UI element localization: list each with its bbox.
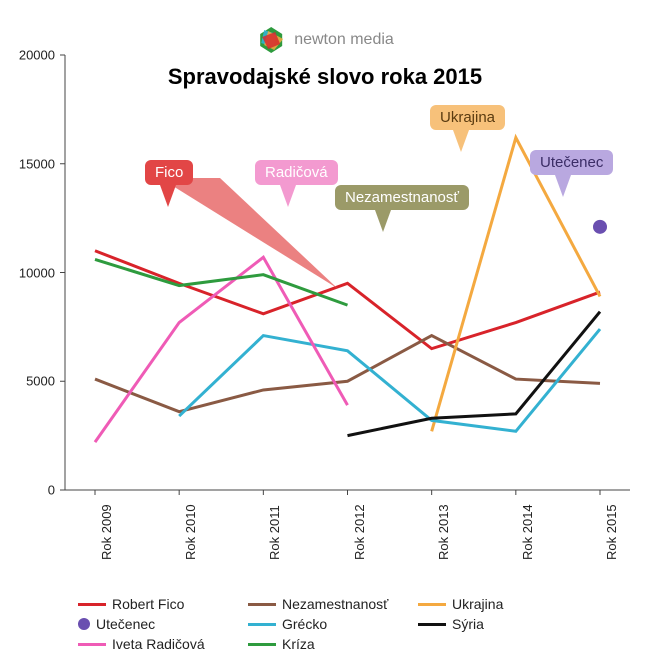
series-nezam (95, 336, 600, 412)
x-axis-label: Rok 2013 (436, 504, 451, 560)
legend-label: Sýria (452, 616, 484, 632)
legend-item-fico: Robert Fico (78, 596, 228, 612)
legend-label: Robert Fico (112, 596, 184, 612)
callout-fico: Fico (145, 160, 193, 185)
chart-container: newton media Spravodajské slovo roka 201… (0, 0, 650, 662)
legend-label: Ukrajina (452, 596, 503, 612)
legend: Robert Fico Nezamestnanosť Ukrajina Utečene… (78, 596, 630, 652)
callout-ukrajina: Ukrajina (430, 105, 505, 130)
x-axis-label: Rok 2015 (604, 504, 619, 560)
series-radicova (95, 257, 348, 442)
y-axis-label: 10000 (5, 265, 55, 280)
x-axis-label: Rok 2010 (183, 504, 198, 560)
y-axis-label: 5000 (5, 374, 55, 389)
legend-swatch (418, 623, 446, 626)
legend-item-kriza: Kríza (248, 636, 398, 652)
x-axis-label: Rok 2009 (99, 504, 114, 560)
y-axis-label: 20000 (5, 48, 55, 63)
legend-item-nezam: Nezamestnanosť (248, 596, 398, 612)
x-axis-label: Rok 2011 (267, 505, 282, 560)
legend-swatch (78, 603, 106, 606)
chart-svg (0, 0, 650, 630)
legend-label: Nezamestnanosť (282, 596, 388, 612)
fico-arrow (160, 178, 338, 288)
x-axis-label: Rok 2014 (520, 504, 535, 560)
callout-utecenec: Utečenec (530, 150, 613, 175)
y-axis-label: 0 (5, 483, 55, 498)
series-ukrajina (432, 138, 600, 432)
legend-label: Kríza (282, 636, 315, 652)
legend-label: Utečenec (96, 616, 155, 632)
callout-nezam: Nezamestnanosť (335, 185, 469, 210)
y-axis-label: 15000 (5, 156, 55, 171)
legend-label: Iveta Radičová (112, 636, 205, 652)
callout-radicova: Radičová (255, 160, 338, 185)
legend-item-radicova: Iveta Radičová (78, 636, 228, 652)
legend-item-grecko: Grécko (248, 616, 398, 632)
legend-item-utecenec: Utečenec (78, 616, 228, 632)
legend-swatch (248, 603, 276, 606)
legend-swatch (78, 618, 90, 630)
legend-swatch (418, 603, 446, 606)
legend-label: Grécko (282, 616, 327, 632)
series-utecenec (593, 220, 607, 234)
legend-swatch (78, 643, 106, 646)
legend-swatch (248, 643, 276, 646)
legend-item-syria: Sýria (418, 616, 568, 632)
legend-swatch (248, 623, 276, 626)
x-axis-label: Rok 2012 (352, 504, 367, 560)
legend-item-ukrajina: Ukrajina (418, 596, 568, 612)
